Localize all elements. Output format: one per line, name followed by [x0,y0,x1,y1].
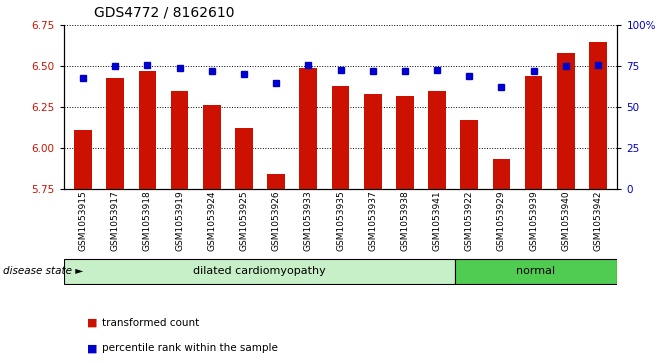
Text: dilated cardiomyopathy: dilated cardiomyopathy [193,266,325,276]
Text: percentile rank within the sample: percentile rank within the sample [102,343,278,354]
Bar [139,71,156,189]
FancyBboxPatch shape [64,259,454,284]
Bar [364,94,382,189]
Bar [396,95,414,189]
Bar [235,128,253,189]
Bar [428,91,446,189]
Text: disease state ►: disease state ► [3,266,84,276]
Bar [74,130,92,189]
Bar [460,120,478,189]
Bar [107,78,124,189]
Bar [557,53,574,189]
Text: normal: normal [517,266,556,276]
Text: GDS4772 / 8162610: GDS4772 / 8162610 [94,5,234,20]
Bar [493,159,511,189]
Bar [331,86,350,189]
Bar [589,42,607,189]
FancyBboxPatch shape [454,259,617,284]
Text: ■: ■ [87,343,98,354]
Bar [170,91,189,189]
Bar [525,76,542,189]
Bar [267,174,285,189]
Bar [299,68,317,189]
Text: ■: ■ [87,318,98,328]
Text: transformed count: transformed count [102,318,199,328]
Bar [203,105,221,189]
